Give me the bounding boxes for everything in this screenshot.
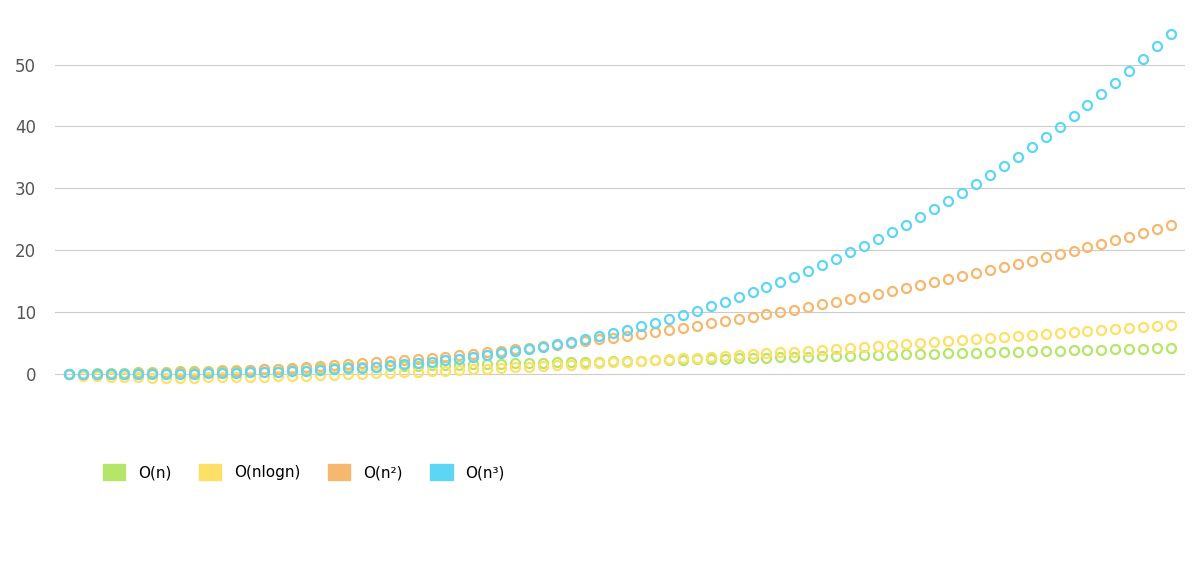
Legend: O(n), O(nlogn), O(n²), O(n³): O(n), O(nlogn), O(n²), O(n³) xyxy=(96,458,510,486)
